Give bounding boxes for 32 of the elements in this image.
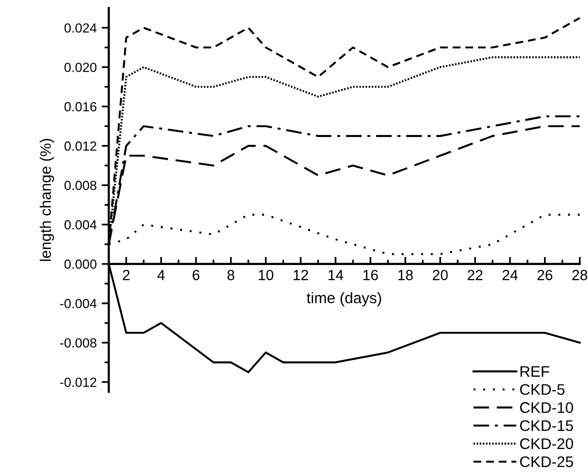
x-tick-label: 20 [432, 270, 448, 280]
y-tick-label: -0.012 [60, 378, 96, 387]
legend-label: CKD-15 [520, 420, 574, 432]
x-axis-title: time (days) [306, 292, 382, 306]
x-tick-label: 2 [122, 270, 130, 280]
x-tick-label: 10 [258, 270, 274, 280]
y-tick-label: 0.008 [64, 180, 96, 190]
x-tick-label: 4 [157, 270, 165, 280]
x-tick-label: 26 [538, 270, 552, 280]
x-tick-label: 18 [398, 270, 413, 280]
y-tick-label: 0.004 [64, 220, 97, 230]
y-axis-title: length change (%) [40, 138, 54, 261]
y-tick-label: -0.008 [60, 338, 96, 348]
legend-label: CKD-20 [520, 438, 574, 450]
legend-label: CKD-10 [520, 402, 574, 413]
x-tick-label: 6 [192, 270, 200, 280]
y-tick-label: 0.016 [64, 102, 96, 112]
y-tick-label: 0.020 [64, 62, 96, 72]
legend-label: CKD-5 [520, 384, 565, 395]
x-tick-label: 16 [363, 270, 378, 280]
y-tick-label: -0.004 [60, 298, 97, 308]
y-tick-label: 0.012 [64, 141, 96, 151]
y-tick-label: 0.000 [64, 260, 96, 269]
x-tick-label: 22 [468, 270, 482, 280]
x-tick-label: 14 [328, 270, 344, 280]
legend-label: CKD-25 [520, 456, 574, 468]
x-tick-label: 8 [227, 270, 234, 280]
x-tick-label: 28 [572, 270, 588, 280]
x-tick-label: 12 [294, 270, 308, 280]
legend-label: REF [520, 366, 550, 377]
x-tick-label: 24 [502, 270, 518, 280]
y-tick-label: 0.024 [64, 23, 97, 33]
